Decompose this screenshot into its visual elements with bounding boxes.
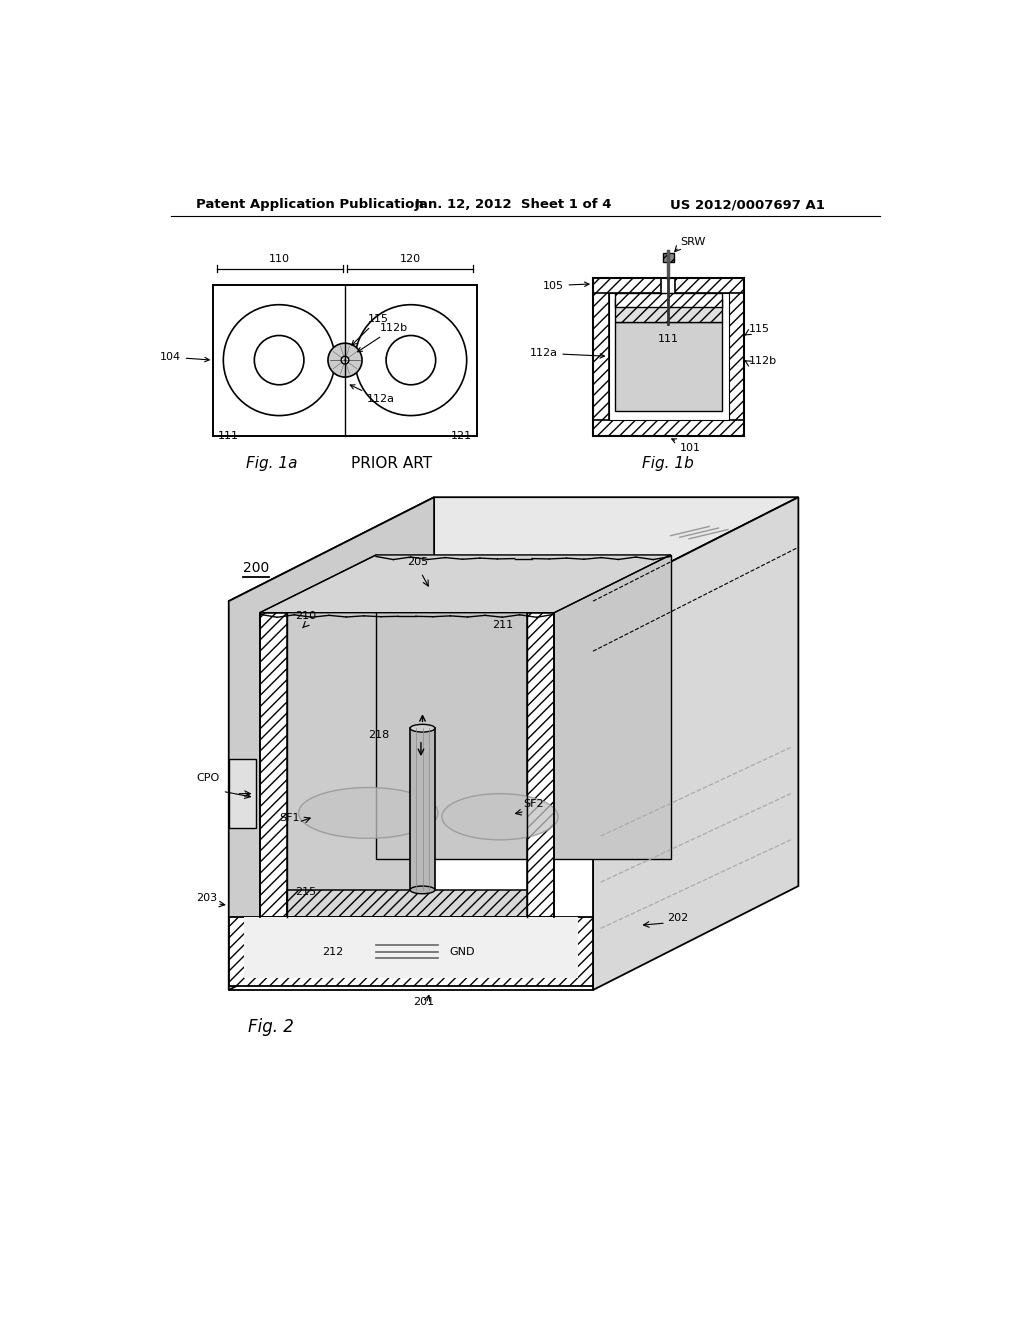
Text: Fig. 1a: Fig. 1a — [246, 455, 297, 471]
Polygon shape — [245, 917, 578, 978]
Text: 112b: 112b — [357, 323, 408, 351]
Polygon shape — [527, 612, 554, 917]
Text: 205: 205 — [407, 557, 428, 568]
Text: Jan. 12, 2012  Sheet 1 of 4: Jan. 12, 2012 Sheet 1 of 4 — [415, 198, 612, 211]
Text: SF2: SF2 — [523, 799, 544, 809]
Bar — [593, 277, 744, 436]
Text: 111: 111 — [218, 430, 239, 441]
Polygon shape — [228, 601, 593, 990]
Ellipse shape — [410, 886, 435, 894]
Text: Patent Application Publication: Patent Application Publication — [197, 198, 424, 211]
Bar — [614, 300, 722, 322]
Text: 105: 105 — [543, 281, 589, 290]
Polygon shape — [442, 793, 558, 840]
Polygon shape — [228, 498, 434, 990]
Polygon shape — [287, 890, 527, 917]
Text: 112a: 112a — [529, 348, 604, 358]
Polygon shape — [228, 759, 256, 829]
Text: 215: 215 — [295, 887, 316, 896]
Polygon shape — [228, 917, 593, 986]
Ellipse shape — [410, 725, 435, 733]
Bar — [729, 277, 744, 436]
Text: 212: 212 — [322, 946, 343, 957]
Bar — [608, 293, 729, 420]
Text: 112a: 112a — [350, 385, 394, 404]
Bar — [213, 285, 477, 436]
Bar — [614, 322, 722, 411]
Circle shape — [223, 305, 335, 416]
Text: 210: 210 — [295, 611, 316, 620]
Bar — [593, 277, 662, 293]
Polygon shape — [376, 554, 671, 859]
Circle shape — [341, 356, 349, 364]
Bar — [675, 277, 744, 293]
Text: 218: 218 — [368, 730, 389, 741]
Text: 110: 110 — [268, 255, 290, 264]
Bar — [410, 729, 435, 890]
Circle shape — [386, 335, 435, 385]
Polygon shape — [228, 498, 799, 601]
Text: 201: 201 — [414, 998, 434, 1007]
Circle shape — [254, 335, 304, 385]
Text: GND: GND — [450, 946, 475, 957]
Text: 111: 111 — [657, 334, 679, 343]
Bar — [593, 420, 744, 436]
Circle shape — [328, 343, 362, 378]
Circle shape — [355, 305, 467, 416]
Text: 104: 104 — [160, 352, 209, 362]
Text: SRW: SRW — [680, 238, 706, 247]
Polygon shape — [260, 612, 287, 917]
Text: 101: 101 — [672, 438, 700, 453]
Polygon shape — [299, 788, 438, 838]
Text: SF1: SF1 — [280, 813, 300, 822]
Bar — [614, 293, 722, 308]
Bar — [663, 253, 674, 263]
Text: 120: 120 — [400, 255, 422, 264]
Text: Fig. 1b: Fig. 1b — [642, 455, 694, 471]
Bar — [593, 277, 608, 436]
Text: 211: 211 — [493, 620, 513, 630]
Text: 202: 202 — [667, 912, 688, 923]
Polygon shape — [260, 554, 671, 612]
Bar — [663, 253, 674, 263]
Text: 203: 203 — [197, 894, 217, 903]
Text: CPO: CPO — [197, 772, 219, 783]
Text: 121: 121 — [451, 430, 472, 441]
Text: PRIOR ART: PRIOR ART — [351, 455, 432, 471]
Text: Fig. 2: Fig. 2 — [248, 1018, 294, 1036]
Text: 112b: 112b — [749, 356, 777, 366]
Text: US 2012/0007697 A1: US 2012/0007697 A1 — [671, 198, 825, 211]
Text: 200: 200 — [243, 561, 269, 576]
Text: 115: 115 — [352, 314, 389, 345]
Text: 115: 115 — [749, 323, 770, 334]
Polygon shape — [593, 498, 799, 990]
